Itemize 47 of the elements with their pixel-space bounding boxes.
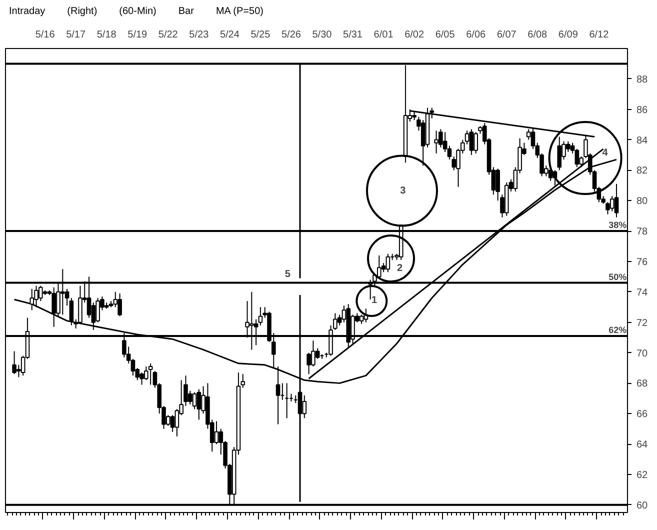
y-tick-label: 70: [636, 348, 648, 360]
x-tick-label: 6/05: [435, 30, 456, 40]
x-tick-label: 5/24: [220, 30, 240, 40]
y-tick-label: 78: [636, 226, 648, 238]
x-tick-label: 5/30: [312, 30, 332, 40]
x-tick-label: 5/16: [35, 30, 56, 40]
x-tick-label: 6/01: [374, 30, 394, 40]
x-tick-label: 5/18: [96, 30, 117, 40]
text: (Right): [67, 6, 98, 17]
annotation: 4: [602, 147, 608, 158]
x-tick-label: 5/22: [158, 30, 178, 40]
x-tick-label: 5/23: [189, 30, 210, 40]
annotation: 5: [284, 269, 291, 280]
x-tick-label: 6/08: [528, 30, 548, 40]
x-tick-label: 5/25: [250, 30, 271, 40]
annotation: 38%: [608, 220, 627, 230]
y-tick-label: 66: [636, 409, 648, 420]
y-tick-label: 88: [636, 74, 648, 86]
y-tick-label: 62: [636, 470, 648, 481]
x-tick-label: 5/19: [128, 30, 148, 40]
text: (60-Min): [119, 6, 156, 17]
y-tick-label: 76: [636, 256, 648, 268]
x-tick-label: 5/17: [66, 30, 86, 40]
x-tick-label: 5/26: [281, 30, 302, 40]
y-tick-label: 68: [636, 378, 648, 390]
text: MA (P=50): [216, 6, 264, 17]
y-tick-label: 60: [636, 500, 648, 512]
x-tick-label: 6/12: [589, 30, 610, 40]
y-tick-label: 64: [636, 440, 648, 451]
y-tick-label: 80: [636, 196, 648, 208]
annotation: 1: [372, 295, 378, 306]
text: Bar: [178, 6, 194, 17]
y-tick-label: 84: [636, 135, 648, 146]
annotation: 2: [397, 263, 404, 274]
x-tick-label: 6/02: [404, 30, 424, 40]
annotation: 62%: [608, 325, 627, 336]
annotation: 50%: [608, 272, 627, 282]
chart-title: Intraday: [9, 6, 46, 17]
y-tick-label: 86: [636, 104, 648, 116]
y-tick-label: 82: [636, 166, 648, 177]
annotation: 3: [400, 185, 406, 196]
x-tick-label: 6/07: [496, 30, 517, 40]
x-tick-label: 5/31: [343, 30, 363, 40]
x-tick-label: 6/09: [558, 30, 578, 40]
y-tick-label: 74: [636, 287, 648, 298]
y-tick-label: 72: [636, 318, 648, 329]
x-tick-label: 6/06: [466, 30, 486, 40]
